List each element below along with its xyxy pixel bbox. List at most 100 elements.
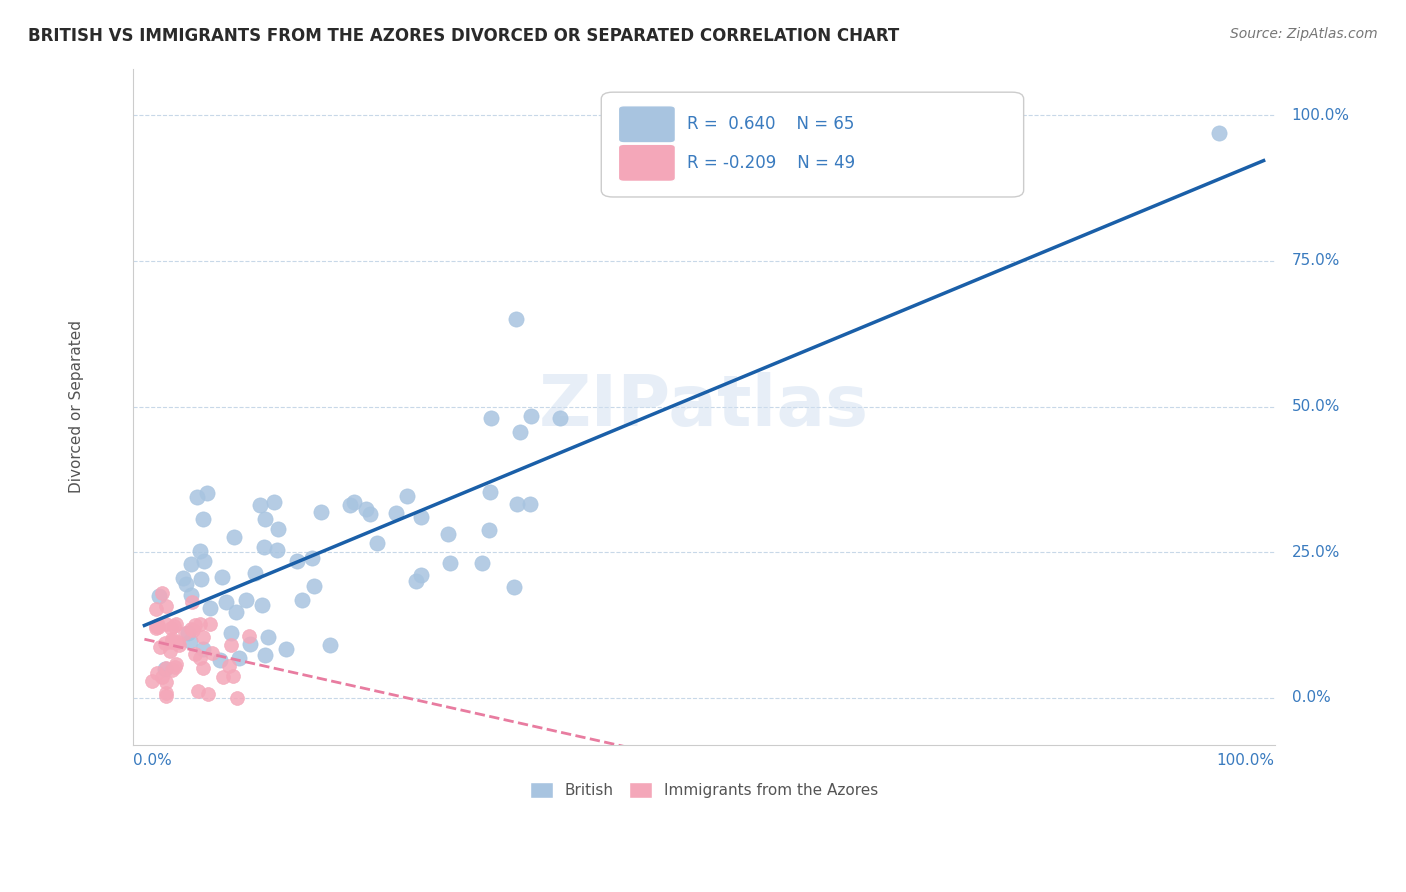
Point: [169, 638, 191, 652]
Text: BRITISH VS IMMIGRANTS FROM THE AZORES DIVORCED OR SEPARATED CORRELATION CHART: BRITISH VS IMMIGRANTS FROM THE AZORES DI…: [28, 27, 900, 45]
Point: [215, 595, 238, 609]
Point: [150, 586, 173, 600]
Point: [193, 630, 215, 644]
Legend: British, Immigrants from the Azores: British, Immigrants from the Azores: [523, 776, 884, 805]
Text: 0.0%: 0.0%: [134, 754, 172, 768]
Point: [141, 673, 163, 688]
Point: [285, 554, 308, 568]
Point: [163, 619, 186, 633]
Point: [162, 663, 184, 677]
Point: [155, 674, 177, 689]
Point: [179, 633, 201, 648]
Point: [550, 411, 572, 425]
Point: [167, 635, 190, 649]
Text: Source: ZipAtlas.com: Source: ZipAtlas.com: [1230, 27, 1378, 41]
Point: [211, 570, 233, 584]
Point: [148, 589, 170, 603]
Text: Divorced or Separated: Divorced or Separated: [69, 320, 83, 493]
Point: [356, 501, 378, 516]
Point: [222, 530, 245, 544]
Point: [309, 504, 332, 518]
Text: 50.0%: 50.0%: [1292, 399, 1340, 414]
Point: [411, 510, 433, 524]
Point: [159, 644, 181, 658]
Text: 25.0%: 25.0%: [1292, 545, 1340, 560]
Point: [479, 485, 502, 500]
Point: [439, 556, 461, 570]
Point: [478, 523, 501, 537]
Point: [219, 638, 242, 652]
Point: [505, 497, 527, 511]
Point: [180, 623, 202, 637]
Point: [222, 669, 245, 683]
Point: [197, 687, 219, 701]
Point: [245, 566, 267, 580]
Point: [198, 616, 221, 631]
Text: R = -0.209    N = 49: R = -0.209 N = 49: [688, 154, 855, 172]
FancyBboxPatch shape: [619, 106, 675, 143]
Point: [188, 543, 211, 558]
Point: [181, 595, 204, 609]
Point: [145, 619, 167, 633]
Point: [252, 598, 274, 612]
Point: [208, 653, 231, 667]
Point: [197, 486, 219, 500]
Point: [228, 651, 250, 665]
Point: [177, 626, 200, 640]
Point: [160, 635, 183, 649]
Point: [187, 684, 209, 698]
Point: [149, 640, 172, 654]
Point: [155, 686, 177, 700]
Point: [366, 536, 388, 550]
Point: [153, 662, 176, 676]
Point: [150, 670, 173, 684]
Point: [155, 599, 177, 613]
Point: [145, 621, 167, 635]
Point: [266, 542, 288, 557]
Point: [254, 648, 277, 663]
Point: [276, 642, 298, 657]
Point: [186, 490, 208, 504]
Point: [193, 554, 215, 568]
Point: [200, 601, 222, 615]
Point: [505, 312, 527, 326]
Point: [155, 617, 177, 632]
Text: ZIPatlas: ZIPatlas: [538, 372, 869, 441]
Point: [405, 574, 427, 588]
Point: [165, 660, 187, 674]
Point: [253, 512, 276, 526]
Point: [235, 593, 257, 607]
Point: [301, 550, 323, 565]
Point: [395, 489, 418, 503]
Point: [359, 507, 381, 521]
Point: [174, 625, 197, 640]
Point: [219, 626, 242, 640]
Point: [184, 618, 207, 632]
Point: [479, 410, 502, 425]
Point: [176, 576, 198, 591]
Point: [411, 568, 433, 582]
Point: [519, 498, 541, 512]
Point: [520, 409, 543, 424]
Point: [225, 605, 247, 619]
Point: [180, 557, 202, 571]
FancyBboxPatch shape: [602, 92, 1024, 197]
Point: [249, 498, 271, 512]
Point: [201, 646, 224, 660]
Point: [172, 571, 194, 585]
Point: [257, 630, 280, 644]
Point: [180, 589, 202, 603]
Point: [212, 670, 235, 684]
Point: [471, 557, 494, 571]
Point: [252, 540, 274, 554]
Point: [339, 498, 361, 512]
Point: [385, 506, 408, 520]
Point: [1208, 126, 1230, 140]
Point: [155, 690, 177, 704]
Text: R =  0.640    N = 65: R = 0.640 N = 65: [688, 115, 855, 133]
Point: [503, 580, 526, 594]
Point: [190, 572, 212, 586]
Point: [183, 647, 205, 661]
Point: [291, 593, 314, 607]
Point: [160, 632, 183, 646]
